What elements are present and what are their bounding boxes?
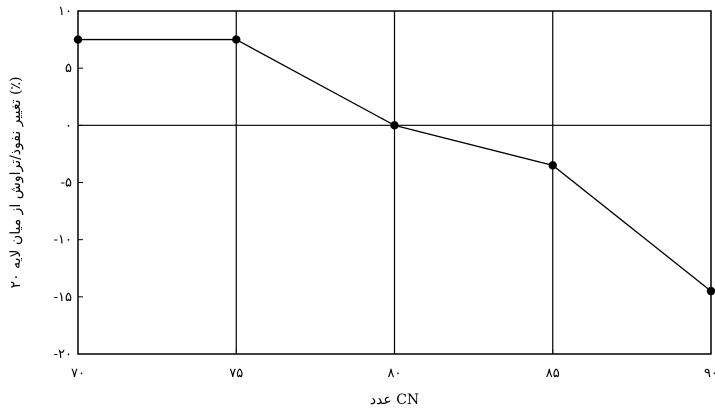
grid <box>78 11 711 354</box>
series <box>73 35 715 296</box>
x-tick-label-2: ۸۰ <box>388 366 402 381</box>
x-axis-ticks: ۷۰ ۷۵ ۸۰ ۸۵ ۹۰ <box>71 349 715 381</box>
x-tick-label-1: ۷۵ <box>229 366 243 381</box>
y-tick-label-6: -۲۰ <box>54 347 72 362</box>
y-tick-label-4: -۱۰ <box>54 233 72 248</box>
x-axis-title: عدد CN <box>370 392 419 408</box>
x-tick-label-0: ۷۰ <box>71 366 85 381</box>
y-tick-label-5: -۱۵ <box>54 290 72 305</box>
y-tick-label-1: ۵ <box>65 61 72 76</box>
data-point-2 <box>390 121 399 130</box>
x-tick-label-3: ۸۵ <box>546 366 560 381</box>
data-point-1 <box>232 35 241 44</box>
x-tick-label-4: ۹۰ <box>704 366 715 381</box>
y-tick-label-0: ۱۰ <box>58 4 72 19</box>
y-axis-title: تغییر نفوذ/تراوش از میان لایه ۲۰ (٪) <box>8 77 24 289</box>
y-tick-label-2: ۰ <box>65 118 72 133</box>
data-point-3 <box>548 161 557 170</box>
data-point-0 <box>73 35 83 44</box>
y-axis-ticks: ۱۰ ۵ ۰ -۵ -۱۰ -۱۵ -۲۰ <box>54 4 83 362</box>
data-point-4 <box>706 286 715 296</box>
y-tick-label-3: -۵ <box>61 176 72 191</box>
